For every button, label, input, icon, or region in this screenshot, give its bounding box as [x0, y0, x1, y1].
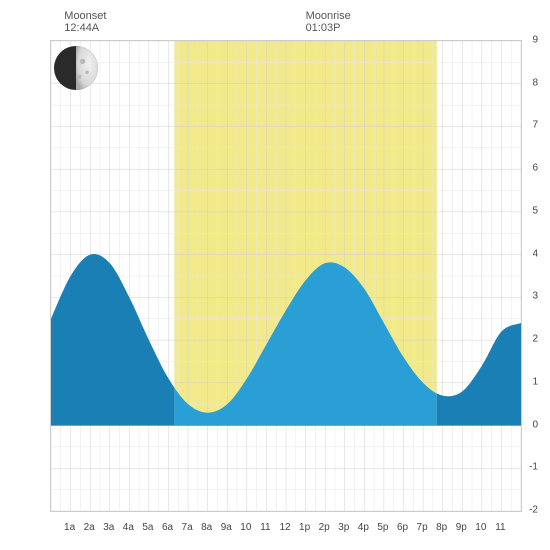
x-tick-label: 8a [201, 522, 212, 533]
x-tick-label: 10 [240, 522, 251, 533]
y-tick-label: 9 [532, 35, 538, 46]
y-tick-label: 6 [532, 163, 538, 174]
tide-chart-container: Moonset 12:44A Moonrise 01:03P 1a 2a 3a 4a 5… [10, 10, 540, 540]
moon-phase-icon [54, 46, 98, 95]
y-tick-label: 8 [532, 77, 538, 88]
x-tick-label: 3p [338, 522, 349, 533]
x-tick-label: 7a [182, 522, 193, 533]
x-axis: 1a 2a 3a 4a 5a 6a 7a 8a 9a 10 11 12 1p 2p 3p 4p 5p 6p 7p 8p… [50, 522, 520, 540]
x-tick-label: 2p [319, 522, 330, 533]
x-tick-label: 4a [123, 522, 134, 533]
y-tick-label: 2 [532, 334, 538, 345]
x-tick-label: 11 [495, 522, 505, 533]
moonrise-info: Moonrise 01:03P [306, 10, 351, 34]
y-tick-label: 5 [532, 205, 538, 216]
moonrise-label: Moonrise [306, 10, 351, 22]
moonset-time: 12:44A [64, 22, 106, 34]
y-tick-label: 0 [532, 419, 538, 430]
x-tick-label: 11 [260, 522, 270, 533]
x-tick-label: 3a [103, 522, 114, 533]
moonset-label: Moonset [64, 10, 106, 22]
x-tick-label: 1p [299, 522, 310, 533]
y-tick-label: 4 [532, 248, 538, 259]
x-tick-label: 1a [64, 522, 75, 533]
chart-plot-area [50, 40, 522, 512]
x-tick-label: 10 [475, 522, 486, 533]
x-tick-label: 8p [436, 522, 447, 533]
y-tick-label: 1 [532, 376, 538, 387]
y-axis: -2-10123456789 [522, 40, 540, 510]
y-tick-label: -2 [529, 505, 538, 516]
x-tick-label: 7p [417, 522, 428, 533]
y-tick-label: 3 [532, 291, 538, 302]
y-tick-label: -1 [529, 462, 538, 473]
x-tick-label: 5a [142, 522, 153, 533]
x-tick-label: 4p [358, 522, 369, 533]
x-tick-label: 12 [279, 522, 290, 533]
x-tick-label: 9a [221, 522, 232, 533]
moonrise-time: 01:03P [306, 22, 351, 34]
y-tick-label: 7 [532, 120, 538, 131]
x-tick-label: 2a [84, 522, 95, 533]
x-tick-label: 6a [162, 522, 173, 533]
x-tick-label: 9p [456, 522, 467, 533]
x-tick-label: 6p [397, 522, 408, 533]
moonset-info: Moonset 12:44A [64, 10, 106, 34]
chart-header: Moonset 12:44A Moonrise 01:03P [10, 10, 540, 38]
x-tick-label: 5p [377, 522, 388, 533]
